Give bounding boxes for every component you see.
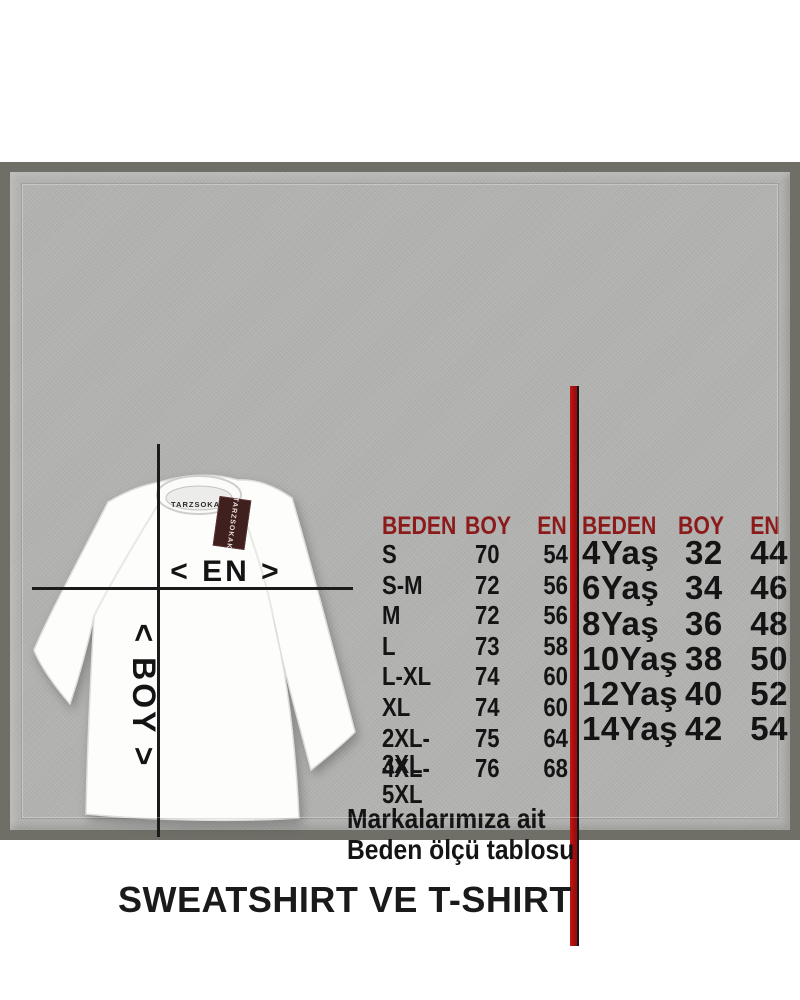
kids-table-header: BEDEN BOY EN (582, 514, 788, 541)
table-row: 14Yaş 42 54 (582, 712, 788, 747)
en-cell: 48 (750, 604, 788, 642)
kids-header-beden: BEDEN (582, 512, 657, 540)
neck-brand-label: TARZSOKAK (171, 500, 227, 509)
boy-cell: 32 (685, 534, 723, 571)
boy-cell: 40 (685, 675, 723, 713)
en-cell: 50 (750, 639, 788, 677)
boy-cell: 74 (475, 661, 500, 692)
hang-tag-label: TARZSOKAK (224, 496, 240, 550)
size-cell: 12Yaş (582, 675, 679, 713)
size-cell: M (382, 600, 401, 631)
adult-size-table: S 70 54 S-M 72 56 M 72 56 L 73 58 L-XL 7 (382, 541, 568, 807)
en-cell: 64 (543, 722, 568, 753)
boy-cell: 70 (475, 539, 500, 569)
size-cell: XL (382, 691, 411, 722)
size-cell: S (382, 539, 397, 569)
boy-cell: 72 (475, 569, 500, 600)
table-divider-line (570, 386, 579, 946)
table-row: XL 74 60 (382, 694, 568, 725)
adult-table-header: BEDEN BOY EN (382, 514, 568, 541)
length-measure-line (157, 444, 160, 837)
table-row: 4XL-5XL 76 68 (382, 753, 568, 807)
size-cell: 4Yaş (582, 534, 660, 571)
size-cell: L (382, 630, 396, 661)
table-row: 4Yaş 32 44 (582, 536, 788, 571)
en-cell: 46 (750, 569, 788, 607)
boy-cell: 72 (475, 600, 500, 631)
size-cell: 10Yaş (582, 639, 679, 677)
table-row: 6Yaş 34 46 (582, 571, 788, 606)
size-cell: 8Yaş (582, 604, 660, 642)
boy-cell: 42 (685, 710, 723, 748)
boy-cell: 36 (685, 604, 723, 642)
en-cell: 58 (543, 630, 568, 661)
width-measure-line (32, 587, 353, 590)
en-cell: 60 (543, 661, 568, 692)
table-row: 12Yaş 40 52 (582, 677, 788, 712)
en-cell: 52 (750, 675, 788, 713)
boy-cell: 34 (685, 569, 723, 607)
gray-framed-panel: TARZSOKAK TARZSOKAK < EN > < BOY > BEDEN… (0, 162, 800, 946)
table-row: 10Yaş 38 50 (582, 642, 788, 677)
boy-cell: 76 (475, 753, 500, 784)
table-row: 2XL-3XL 75 64 (382, 722, 568, 777)
caption-line1: Markalarımıza ait (347, 803, 546, 834)
boy-cell: 75 (475, 722, 500, 753)
table-row: L 73 58 (382, 633, 568, 664)
adult-header-boy: BOY (465, 512, 512, 540)
en-cell: 56 (543, 600, 568, 631)
adult-header-en: EN (537, 512, 567, 540)
kids-size-table: 4Yaş 32 44 6Yaş 34 46 8Yaş 36 48 10Yaş 3… (582, 536, 788, 748)
kids-header-boy: BOY (678, 512, 725, 540)
size-cell: S-M (382, 569, 423, 600)
tshirt-body (33, 474, 356, 822)
adult-header-beden: BEDEN (382, 512, 457, 540)
en-cell: 56 (543, 569, 568, 600)
size-cell: L-XL (382, 661, 432, 692)
table-row: L-XL 74 60 (382, 663, 568, 694)
kids-header-en: EN (750, 512, 780, 540)
boy-cell: 74 (475, 691, 500, 722)
length-label: < BOY > (126, 623, 162, 769)
size-cell: 14Yaş (582, 710, 679, 748)
table-row: M 72 56 (382, 602, 568, 633)
table-row: S-M 72 56 (382, 572, 568, 603)
en-cell: 54 (750, 710, 788, 748)
en-cell: 44 (750, 534, 788, 571)
table-row: 8Yaş 36 48 (582, 607, 788, 642)
en-cell: 68 (543, 753, 568, 784)
size-cell: 2XL-3XL (382, 722, 430, 779)
en-cell: 54 (543, 539, 568, 569)
size-cell: 4XL-5XL (382, 753, 430, 810)
boy-cell: 73 (475, 630, 500, 661)
en-cell: 60 (543, 691, 568, 722)
size-cell: 6Yaş (582, 569, 660, 607)
caption-line2: Beden ölçü tablosu (347, 834, 575, 865)
tshirt-image (33, 474, 356, 822)
width-label: < EN > (170, 555, 282, 588)
caption: Markalarımıza ait Beden ölçü tablosu (347, 803, 605, 865)
table-row: S 70 54 (382, 541, 568, 572)
page-title: SWEATSHIRT VE T-SHIRT (118, 879, 572, 920)
boy-cell: 38 (685, 639, 723, 677)
